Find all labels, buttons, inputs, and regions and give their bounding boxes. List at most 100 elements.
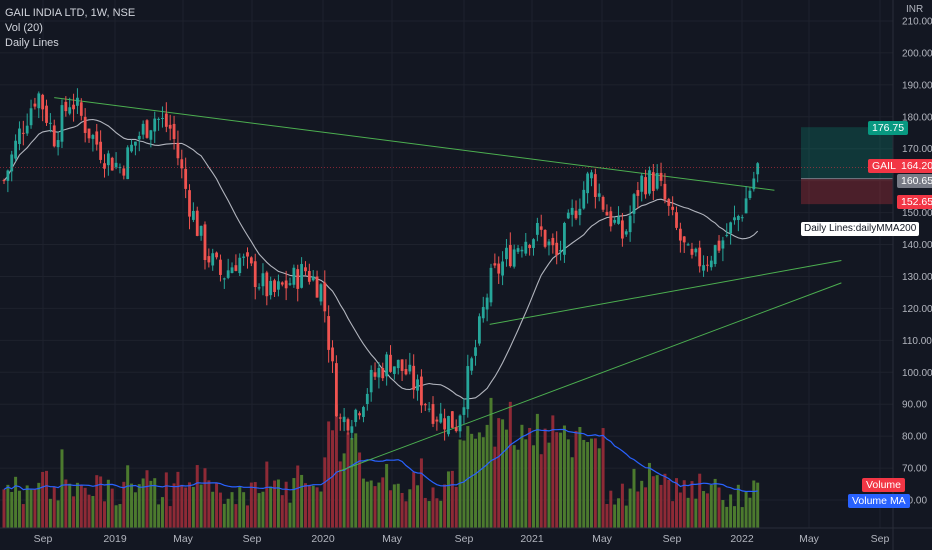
volume-bar: [555, 432, 559, 528]
candle-body: [682, 236, 686, 243]
volume-bar: [79, 485, 83, 528]
candle-body: [188, 190, 191, 217]
volume-bar: [450, 470, 454, 528]
candle-body: [37, 93, 41, 109]
candle-body: [106, 153, 110, 166]
volume-bar: [532, 445, 536, 528]
volume-bar: [419, 458, 423, 528]
indicator-label[interactable]: Daily Lines: [5, 37, 59, 49]
volume-bar: [203, 468, 207, 528]
candle-body: [408, 364, 412, 372]
volume-bar: [102, 501, 106, 528]
candle-body: [358, 413, 361, 416]
volume-bar: [319, 491, 323, 528]
volume-bar: [346, 432, 350, 528]
candle-body: [52, 125, 56, 147]
volume-bar: [524, 439, 528, 528]
candle-body: [462, 407, 466, 415]
volume-bar: [64, 479, 68, 528]
time-tick-2: May: [173, 533, 194, 545]
candle-body: [412, 365, 416, 390]
volume-bar: [678, 492, 682, 528]
candle-body: [292, 267, 296, 285]
volume-bar: [257, 493, 261, 528]
candle-body: [315, 276, 319, 298]
volume-bar: [60, 449, 64, 528]
volume-bar: [253, 482, 257, 528]
time-tick-6: Sep: [455, 533, 474, 545]
price-tick-4: 170.00: [902, 144, 932, 155]
volume-bar: [566, 439, 570, 528]
volume-bar: [462, 440, 466, 528]
volume-bar: [423, 497, 427, 528]
candle-body: [18, 128, 21, 145]
volume-bar: [242, 492, 246, 528]
candle-body: [601, 196, 605, 210]
volume-bar: [562, 425, 566, 528]
volume-bar: [756, 482, 760, 528]
candle-body: [365, 393, 369, 405]
trendline-support_low[interactable]: [338, 282, 842, 472]
volume-bar: [481, 437, 485, 528]
volume-bar: [427, 501, 431, 528]
volume-bar: [744, 492, 748, 528]
trendline-support_mid[interactable]: [489, 260, 842, 325]
candle-body: [103, 163, 106, 169]
candle-body: [338, 417, 342, 419]
candle-body: [137, 135, 141, 140]
entry-price-tag: 160.65: [897, 174, 932, 188]
volume-bar: [2, 489, 6, 528]
candle-body: [597, 193, 601, 197]
candle-body: [690, 248, 694, 255]
volume-pane-label: Volume: [862, 478, 906, 492]
candle-body: [702, 265, 705, 271]
moving-average: [3, 118, 759, 400]
volume-bar: [334, 404, 338, 528]
volume-bar: [338, 461, 342, 528]
price-tick-13: 80.00: [902, 432, 927, 443]
volume-study-label[interactable]: Vol (20): [5, 22, 43, 34]
volume-bar: [624, 505, 628, 528]
candle-body: [671, 206, 675, 210]
candle-body: [582, 189, 586, 209]
candle-body: [547, 241, 551, 246]
trendlines[interactable]: [54, 97, 842, 472]
volume-bar: [392, 484, 396, 528]
candle-body: [555, 242, 559, 256]
candle-body: [659, 172, 663, 181]
currency-label: INR: [906, 4, 924, 15]
long-position-box[interactable]: [801, 127, 893, 205]
candle-body: [563, 222, 566, 255]
candle-body: [122, 168, 126, 176]
candle-body: [698, 247, 702, 267]
volume-bar: [327, 421, 331, 528]
volume-bar: [694, 498, 698, 528]
candle-body: [593, 174, 597, 197]
candle-body: [180, 159, 184, 169]
candle-body: [342, 416, 346, 423]
time-axis[interactable]: Sep 2019 May Sep 2020 May Sep 2021 May Sep 2022 May…: [0, 527, 932, 545]
volume-bar: [10, 491, 14, 528]
candle-body: [296, 269, 300, 289]
candle-body: [284, 280, 288, 289]
volume-bar: [466, 426, 470, 528]
volume-bar: [323, 457, 327, 528]
candle-body: [416, 379, 419, 391]
candle-body: [164, 113, 168, 127]
stop-zone[interactable]: [801, 178, 893, 205]
volume-bar: [230, 492, 234, 528]
volume-bar: [501, 419, 505, 528]
volume-bar: [245, 505, 249, 528]
time-tick-3: Sep: [243, 533, 262, 545]
candle-body: [257, 287, 261, 289]
volume-bar: [551, 415, 555, 528]
price-axis[interactable]: 210.00200.00190.00180.00170.00160.00150.…: [892, 0, 932, 550]
candle-body: [675, 212, 678, 228]
volume-bar: [458, 439, 462, 528]
volume-bar: [431, 487, 435, 528]
symbol-title[interactable]: GAIL INDIA LTD, 1W, NSE: [5, 7, 136, 19]
time-tick-11: May: [799, 533, 820, 545]
candle-body: [79, 102, 83, 116]
candle-body: [756, 163, 760, 175]
